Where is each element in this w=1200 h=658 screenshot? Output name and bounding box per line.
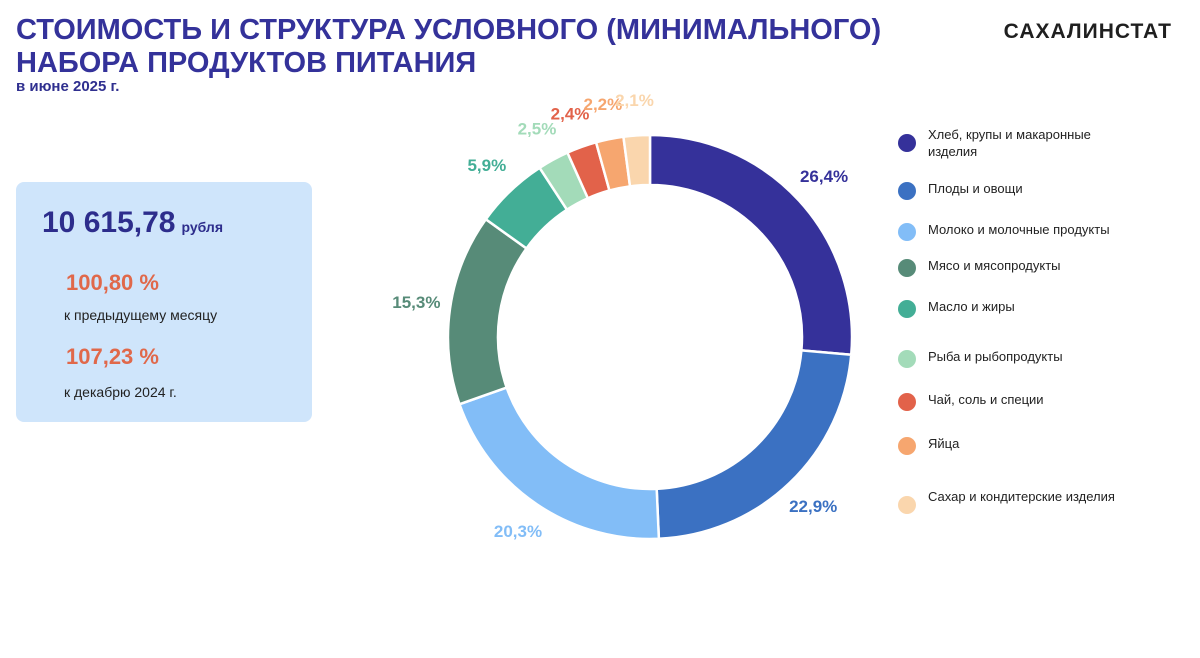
- legend-swatch: [898, 393, 916, 411]
- legend-label: Чай, соль и специи: [928, 392, 1044, 407]
- legend-label: Хлеб, крупы и макаронные изделия: [928, 127, 1091, 159]
- donut-slice: [446, 217, 529, 406]
- legend-swatch: [898, 259, 916, 277]
- slice-data-label: 22,9%: [789, 497, 837, 516]
- index-prev-month-caption: к предыдущему месяцу: [64, 307, 218, 323]
- legend-swatch: [898, 350, 916, 368]
- slice-data-label: 2,4%: [551, 104, 590, 123]
- page-title: СТОИМОСТЬ И СТРУКТУРА УСЛОВНОГО (МИНИМАЛ…: [16, 14, 882, 79]
- brand-logo: САХАЛИНСТАТ: [1003, 20, 1172, 43]
- total-cost-unit: рубля: [181, 219, 223, 235]
- total-cost: 10 615,78 рубля: [42, 206, 223, 240]
- donut-slice: [622, 133, 652, 188]
- slice-data-label: 2,2%: [583, 95, 622, 114]
- index-december-value: 107,23 %: [66, 344, 159, 369]
- legend-label: Яйца: [928, 436, 960, 451]
- legend-label: Сахар и кондитерские изделия: [928, 489, 1115, 504]
- index-prev-month-value: 100,80 %: [66, 270, 159, 295]
- chart-legend: Хлеб, крупы и макаронные изделия Плоды и …: [898, 0, 1188, 658]
- slice-data-label: 15,3%: [392, 293, 440, 312]
- legend-swatch: [898, 437, 916, 455]
- legend-swatch: [898, 182, 916, 200]
- legend-label: Рыба и рыбопродукты: [928, 349, 1063, 364]
- legend-label: Масло и жиры: [928, 299, 1015, 314]
- page-subtitle: в июне 2025 г.: [16, 78, 120, 95]
- legend-label: Молоко и молочные продукты: [928, 222, 1110, 237]
- slice-data-label: 5,9%: [467, 156, 506, 175]
- legend-swatch: [898, 496, 916, 514]
- legend-label: Мясо и мясопродукты: [928, 258, 1061, 273]
- total-cost-value: 10 615,78: [42, 206, 176, 239]
- donut-slice: [457, 385, 661, 541]
- summary-card: 10 615,78 рубля 100,80 % к предыдущему ме…: [16, 182, 312, 422]
- legend-swatch: [898, 300, 916, 318]
- legend-swatch: [898, 134, 916, 152]
- legend-label: Плоды и овощи: [928, 181, 1023, 196]
- index-december-caption: к декабрю 2024 г.: [64, 384, 177, 400]
- slice-data-label: 26,4%: [800, 167, 848, 186]
- slice-data-label: 20,3%: [494, 522, 542, 541]
- slice-data-label: 2,1%: [615, 91, 654, 110]
- slice-data-label: 2,5%: [518, 119, 557, 138]
- legend-swatch: [898, 223, 916, 241]
